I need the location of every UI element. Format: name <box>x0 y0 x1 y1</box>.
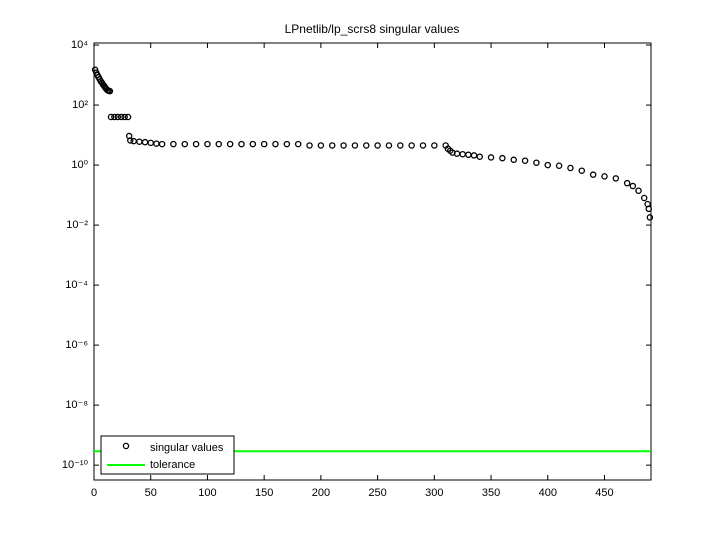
x-tick-label: 250 <box>368 487 386 499</box>
data-point <box>328 142 336 149</box>
chart-title: LPnetlib/lp_scrs8 singular values <box>285 22 460 36</box>
y-tick-label: 10⁰ <box>71 159 88 171</box>
data-point <box>385 142 393 149</box>
data-point <box>238 140 245 148</box>
data-point <box>419 142 427 149</box>
y-tick-label: 10⁻⁴ <box>65 279 88 291</box>
data-point <box>306 142 313 149</box>
data-point <box>363 142 370 149</box>
data-point <box>476 153 483 160</box>
data-point <box>635 187 642 194</box>
legend-label: tolerance <box>150 459 195 471</box>
y-tick-label: 10² <box>72 99 88 111</box>
y-tick-label: 10⁻⁸ <box>65 399 88 411</box>
y-tick-label: 10⁻¹⁰ <box>62 459 89 471</box>
x-tick-label: 300 <box>425 487 443 499</box>
data-point <box>181 140 189 148</box>
plot-frame <box>93 42 652 481</box>
x-tick-label: 150 <box>255 487 273 499</box>
data-point <box>645 205 652 213</box>
data-point <box>272 140 279 148</box>
data-point <box>107 113 115 121</box>
data-point <box>91 66 99 74</box>
data-point <box>544 161 552 169</box>
x-tick-label: 350 <box>482 487 500 499</box>
data-point <box>555 162 563 169</box>
data-point <box>106 87 114 95</box>
data-point <box>533 159 540 166</box>
legend-label: singular values <box>150 442 224 454</box>
data-point <box>470 152 478 159</box>
data-point <box>158 140 166 148</box>
data-point <box>601 173 608 180</box>
data-point <box>629 182 637 190</box>
data-point <box>499 154 506 162</box>
data-point <box>121 113 128 121</box>
y-tick-label: 10⁻⁶ <box>65 339 88 351</box>
data-point <box>340 142 347 149</box>
data-point <box>124 113 132 121</box>
data-point <box>397 142 404 149</box>
data-point <box>317 142 325 149</box>
x-tick-label: 50 <box>145 487 157 499</box>
data-point <box>510 156 517 164</box>
data-point <box>127 137 134 144</box>
data-point <box>260 140 268 148</box>
x-tick-label: 0 <box>91 487 97 499</box>
data-point <box>351 142 359 149</box>
data-point <box>640 194 648 202</box>
data-point <box>215 140 223 148</box>
data-point <box>294 140 302 148</box>
data-point <box>431 142 438 149</box>
data-point <box>623 179 631 187</box>
data-point <box>487 154 495 161</box>
y-tick-label: 10⁻² <box>66 219 88 231</box>
legend-box <box>100 435 235 475</box>
data-point <box>408 142 415 149</box>
data-point <box>646 214 654 221</box>
x-tick-label: 100 <box>198 487 216 499</box>
y-tick-label: 10⁴ <box>71 39 88 51</box>
data-point <box>226 140 234 148</box>
data-point <box>521 157 529 164</box>
data-point <box>114 113 122 121</box>
data-point <box>192 140 200 148</box>
data-point <box>249 140 257 148</box>
data-point <box>612 175 620 182</box>
x-tick-label: 450 <box>595 487 613 499</box>
data-point <box>567 164 574 172</box>
data-point <box>204 140 211 148</box>
legend-marker <box>122 442 130 450</box>
data-point <box>117 113 125 121</box>
x-tick-label: 400 <box>539 487 557 499</box>
data-point <box>170 140 177 148</box>
data-point <box>374 142 381 149</box>
x-tick-label: 200 <box>312 487 330 499</box>
data-point <box>589 171 597 178</box>
data-point <box>111 113 118 121</box>
data-point <box>283 140 291 148</box>
data-point <box>578 167 586 174</box>
